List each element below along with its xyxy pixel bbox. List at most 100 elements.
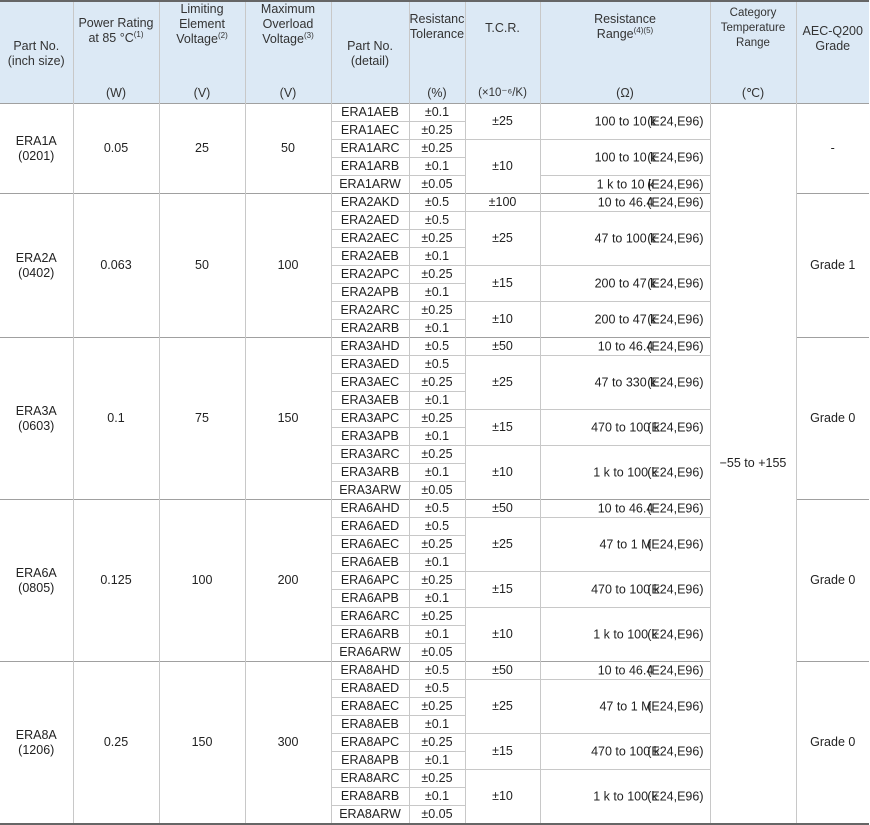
table-row: ERA8AED ±0.5 ±25 47 to 1 M (E24,E96) bbox=[0, 679, 869, 734]
table-row: ERA2APB ±0.1 bbox=[0, 283, 869, 302]
header-category-temperature: Category Temperature Range bbox=[709, 1, 796, 86]
category-temperature: −55 to +155 bbox=[709, 103, 796, 824]
part-detail: ERA6AEC bbox=[330, 535, 409, 554]
tcr-value: ±15 bbox=[464, 733, 540, 770]
header-tcr: T.C.R. bbox=[464, 1, 540, 86]
range-series: (E24,E96) bbox=[647, 375, 704, 389]
table-row: ERA1ARW ±0.05 1 k to 10 k (E24,E96) bbox=[0, 175, 869, 194]
resistance-range-cell: 1 k to 100 k (E24,E96) bbox=[539, 445, 710, 500]
tolerance: ±0.25 bbox=[408, 229, 465, 248]
table-row: ERA8AEC ±0.25 bbox=[0, 697, 869, 716]
range-series: (E24,E96) bbox=[647, 699, 704, 713]
resistance-range-cell: 47 to 1 M (E24,E96) bbox=[539, 679, 710, 734]
part-detail: ERA3APB bbox=[330, 427, 409, 446]
part-detail: ERA6APC bbox=[330, 571, 409, 590]
unit-power: (W) bbox=[72, 86, 159, 104]
power-rating: 0.1 bbox=[72, 337, 159, 500]
tolerance: ±0.1 bbox=[408, 463, 465, 482]
part-detail: ERA2ARB bbox=[330, 319, 409, 338]
table-row: ERA6ARB ±0.1 bbox=[0, 625, 869, 644]
part-no-cell: ERA1A (0201) bbox=[0, 103, 73, 194]
table-row: ERA6ARC ±0.25 ±10 1 k to 100 k (E24,E96) bbox=[0, 607, 869, 662]
tolerance: ±0.5 bbox=[408, 211, 465, 230]
header-text: Limiting bbox=[180, 2, 224, 16]
header-text: AEC-Q200 bbox=[802, 24, 863, 38]
overload-voltage: 300 bbox=[244, 661, 331, 824]
aec-grade: Grade 0 bbox=[795, 499, 869, 662]
tolerance: ±0.25 bbox=[408, 139, 465, 158]
header-power-rating: Power Rating at 85 °C(1) bbox=[72, 1, 159, 86]
range-series: (E24,E96) bbox=[647, 537, 704, 551]
tolerance: ±0.25 bbox=[408, 373, 465, 392]
resistance-range: 10 to 46.4 bbox=[541, 501, 710, 516]
resistance-range-cell: 10 to 46.4 (E24,E96) bbox=[539, 661, 710, 680]
header-text: Part No. bbox=[13, 38, 60, 53]
resistance-range: 100 to 10 k bbox=[541, 150, 710, 165]
tolerance: ±0.1 bbox=[408, 157, 465, 176]
tolerance: ±0.1 bbox=[408, 391, 465, 410]
footnote-ref: (3) bbox=[303, 30, 314, 40]
resistance-range: 10 to 46.4 bbox=[541, 663, 710, 678]
part-detail: ERA6ARW bbox=[330, 643, 409, 662]
resistance-range: 470 to 100 k bbox=[541, 744, 710, 759]
overload-voltage: 200 bbox=[244, 499, 331, 662]
table-row: ERA3ARB ±0.1 bbox=[0, 463, 869, 482]
header-limiting-voltage: Limiting Element Voltage(2) bbox=[158, 1, 245, 86]
overload-voltage: 50 bbox=[244, 103, 331, 194]
resistance-range: 47 to 330 k bbox=[541, 375, 710, 390]
tolerance: ±0.05 bbox=[408, 805, 465, 824]
table-row: ERA3AEB ±0.1 bbox=[0, 391, 869, 410]
tcr-value: ±15 bbox=[464, 409, 540, 446]
part-detail: ERA3ARW bbox=[330, 481, 409, 500]
unit-limiting: (V) bbox=[158, 86, 245, 104]
limiting-voltage: 50 bbox=[158, 193, 245, 338]
range-series: (E24,E96) bbox=[647, 663, 704, 677]
range-value: 47 to 330 k bbox=[594, 375, 657, 389]
header-overload-voltage: Maximum Overload Voltage(3) bbox=[244, 1, 331, 86]
resistance-range: 100 to 10 k bbox=[541, 114, 710, 129]
header-text: Range bbox=[596, 27, 634, 41]
range-value: 200 to 47 k bbox=[594, 312, 657, 326]
header-text: Voltage(2) bbox=[160, 31, 245, 47]
part-detail: ERA8APB bbox=[330, 751, 409, 770]
power-rating: 0.063 bbox=[72, 193, 159, 338]
tcr-value: ±25 bbox=[464, 103, 540, 140]
header-text: T.C.R. bbox=[485, 21, 520, 35]
range-series: (E24,E96) bbox=[647, 276, 704, 290]
resistance-range-cell: 470 to 100 k (E24,E96) bbox=[539, 733, 710, 770]
tolerance: ±0.5 bbox=[408, 679, 465, 698]
unit-tolerance: (%) bbox=[408, 86, 465, 104]
resistance-range: 200 to 47 k bbox=[541, 312, 710, 327]
table-row: ERA2AEB ±0.1 bbox=[0, 247, 869, 266]
table-row: ERA8APB ±0.1 bbox=[0, 751, 869, 770]
header-text: Resistance bbox=[594, 12, 656, 26]
table-row: ERA2A (0402) 0.063 50 100 ERA2AKD ±0.5 ±100 10 t… bbox=[0, 193, 869, 338]
tcr-value: ±10 bbox=[464, 769, 540, 824]
resistance-range-cell: 470 to 100 k (E24,E96) bbox=[539, 571, 710, 608]
part-detail: ERA2APC bbox=[330, 265, 409, 284]
header-resistance-range: Resistance Range(4)(5) bbox=[539, 1, 710, 86]
table-row: ERA3AEC ±0.25 bbox=[0, 373, 869, 392]
resistance-range: 47 to 1 M bbox=[541, 699, 710, 714]
part-detail: ERA8ARB bbox=[330, 787, 409, 806]
resistance-range: 1 k to 100 k bbox=[541, 627, 710, 642]
range-series: (E24,E96) bbox=[647, 177, 704, 191]
table-row: ERA6APC ±0.25 ±15 470 to 100 k (E24,E96) bbox=[0, 571, 869, 608]
range-value: 470 to 100 k bbox=[591, 582, 660, 596]
tcr-value: ±50 bbox=[464, 661, 540, 680]
range-series: (E24,E96) bbox=[647, 195, 704, 209]
range-value: 47 to 1 M bbox=[599, 537, 652, 551]
limiting-voltage: 100 bbox=[158, 499, 245, 662]
part-detail: ERA8AEC bbox=[330, 697, 409, 716]
table-row: ERA1ARC ±0.25 ±10 100 to 10 k (E24,E96) bbox=[0, 139, 869, 194]
unit-overload: (V) bbox=[244, 86, 331, 104]
part-detail: ERA3ARC bbox=[330, 445, 409, 464]
header-text: Grade bbox=[815, 39, 851, 53]
tolerance: ±0.5 bbox=[408, 517, 465, 536]
tolerance: ±0.1 bbox=[408, 319, 465, 338]
range-series: (E24,E96) bbox=[647, 420, 704, 434]
header-text: Power Rating bbox=[78, 16, 154, 30]
table-row: ERA3APB ±0.1 bbox=[0, 427, 869, 446]
resistance-range-cell: 10 to 46.4 (E24,E96) bbox=[539, 499, 710, 518]
part-no-cell: ERA6A (0805) bbox=[0, 499, 73, 662]
